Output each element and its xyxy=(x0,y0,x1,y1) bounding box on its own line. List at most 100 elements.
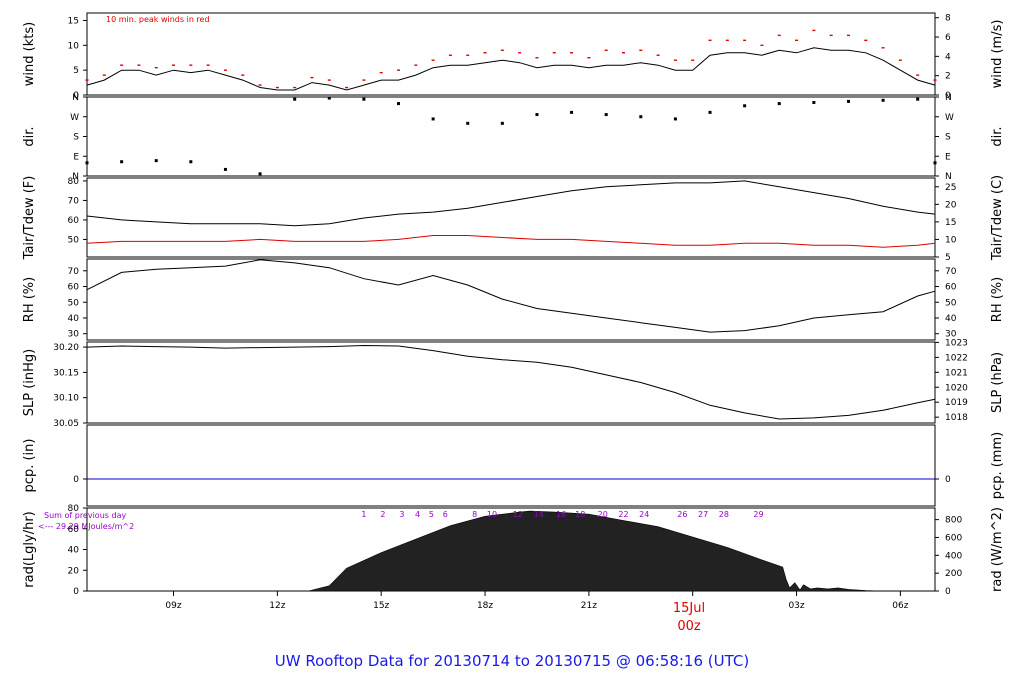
wind-peak-mark xyxy=(275,86,279,89)
panel-frame xyxy=(86,177,936,258)
direction-point xyxy=(708,110,712,114)
y-tick-label-right: 2 xyxy=(945,72,951,82)
y-tick-label-right: 20 xyxy=(945,200,957,210)
direction-point xyxy=(777,102,781,106)
direction-point xyxy=(258,172,262,176)
y-axis-title-right: RH (%) xyxy=(990,277,1005,322)
y-tick-label-right: E xyxy=(945,152,951,162)
y-tick-label-left: N xyxy=(72,172,79,182)
y-tick-label-right: 70 xyxy=(945,267,957,277)
y-tick-label-left: 60 xyxy=(68,525,80,535)
y-tick-label-right: 25 xyxy=(945,183,956,193)
wind-peak-mark xyxy=(708,39,712,42)
y-tick-label-left: W xyxy=(70,113,79,123)
solar-hour-mark: 22 xyxy=(618,510,628,519)
panel-wind xyxy=(83,12,939,96)
panel-solar-radiation xyxy=(83,507,939,592)
y-tick-label-left: 80 xyxy=(68,177,80,187)
wind-peak-mark xyxy=(812,29,816,32)
y-tick-label-left: 30.15 xyxy=(53,368,79,378)
wind-peak-mark xyxy=(120,64,124,66)
wind-peak-mark xyxy=(621,52,625,54)
wind-peak-mark xyxy=(552,52,556,54)
panel-temperature xyxy=(83,177,939,258)
solar-note-line1: Sum of previous day xyxy=(44,511,126,520)
wind-peak-mark xyxy=(587,57,591,59)
y-tick-label-right: 800 xyxy=(945,516,962,526)
wind-peak-mark xyxy=(189,64,193,66)
y-axis-title-right: rad (W/m^2) xyxy=(990,507,1005,592)
y-tick-label-left: 20 xyxy=(68,566,80,576)
wind-peak-mark xyxy=(846,34,850,37)
x-tick-label: 15z xyxy=(373,601,389,611)
y-tick-label-left: 70 xyxy=(68,196,80,206)
y-axis-title-left: SLP (inHg) xyxy=(22,349,37,417)
solar-hour-mark: 10 xyxy=(487,510,497,519)
y-tick-label-left: 50 xyxy=(68,235,80,245)
y-tick-label-left: 80 xyxy=(68,504,80,514)
wind-peak-mark xyxy=(795,39,799,42)
y-tick-label-left: N xyxy=(72,93,79,103)
y-tick-label-right: 0 xyxy=(945,91,951,101)
direction-point xyxy=(154,159,158,163)
wind-peak-mark xyxy=(293,86,297,89)
series-line xyxy=(86,344,936,420)
wind-peak-mark xyxy=(760,44,764,47)
wind-peak-mark xyxy=(448,54,452,56)
wind-peak-mark xyxy=(691,59,695,61)
y-axis-title-left: RH (%) xyxy=(22,277,37,322)
solar-hour-mark: 5 xyxy=(429,510,434,519)
y-tick-label-right: 1019 xyxy=(945,398,968,408)
direction-point xyxy=(846,99,850,103)
direction-point xyxy=(570,110,574,114)
y-tick-label-left: 50 xyxy=(68,298,80,308)
y-tick-label-right: N xyxy=(945,172,952,182)
wind-peak-mark xyxy=(656,54,660,56)
direction-point xyxy=(466,121,470,125)
direction-point xyxy=(85,161,89,165)
x-tick-label: 18z xyxy=(477,601,493,611)
wind-peak-mark xyxy=(483,52,487,54)
y-tick-label-right: 30 xyxy=(945,330,957,340)
wind-peak-mark xyxy=(327,79,331,81)
y-tick-label-right: 1023 xyxy=(945,338,968,348)
y-tick-label-left: 40 xyxy=(68,546,80,556)
solar-note-line2: <--- 29.29 MJoules/m^2 xyxy=(38,522,134,531)
solar-hour-mark: 28 xyxy=(719,510,729,519)
direction-point xyxy=(881,98,885,102)
y-axis-title-right: dir. xyxy=(990,126,1005,146)
wind-peak-mark xyxy=(223,69,227,71)
y-tick-label-left: 60 xyxy=(68,216,80,226)
direction-point xyxy=(673,117,677,121)
wind-peak-mark xyxy=(431,59,435,61)
wind-peak-mark xyxy=(102,74,106,76)
y-tick-label-right: 0 xyxy=(945,475,951,485)
y-tick-label-left: S xyxy=(73,133,79,143)
y-tick-label-left: 30.10 xyxy=(53,394,79,404)
wind-peak-mark xyxy=(241,74,245,76)
direction-point xyxy=(933,161,937,165)
direction-point xyxy=(189,160,193,164)
direction-point xyxy=(223,167,227,171)
x-tick-label: 03z xyxy=(788,601,804,611)
wind-peak-mark xyxy=(466,54,470,56)
y-tick-label-left: 30.05 xyxy=(53,419,79,429)
solar-hour-mark: 26 xyxy=(677,510,687,519)
direction-point xyxy=(327,96,331,100)
solar-hour-mark: 3 xyxy=(399,510,404,519)
solar-hour-mark: 12 xyxy=(513,510,523,519)
direction-point xyxy=(535,113,539,117)
wind-peak-mark xyxy=(881,47,885,49)
wind-peak-mark xyxy=(673,59,677,61)
y-axis-title-right: Tair/Tdew (C) xyxy=(990,175,1005,261)
y-tick-label-left: 0 xyxy=(73,91,79,101)
panel-frame xyxy=(86,424,936,507)
wind-peak-mark xyxy=(500,49,504,51)
y-tick-label-right: 600 xyxy=(945,533,962,543)
wind-peak-mark xyxy=(362,79,366,81)
y-tick-label-right: 4 xyxy=(945,52,951,62)
y-tick-label-left: 15 xyxy=(68,16,79,26)
y-tick-label-right: N xyxy=(945,93,952,103)
y-tick-label-right: 40 xyxy=(945,314,957,324)
y-tick-label-left: 60 xyxy=(68,283,80,293)
